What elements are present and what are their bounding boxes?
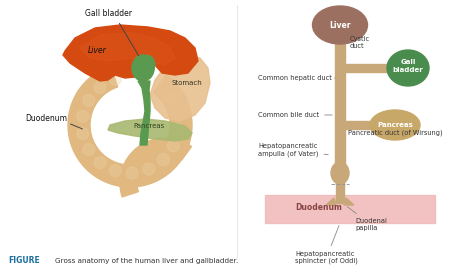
Text: Common bile duct: Common bile duct	[258, 112, 332, 118]
Text: Gall
bladder: Gall bladder	[392, 60, 423, 73]
Text: Pancreatic duct (of Wirsung): Pancreatic duct (of Wirsung)	[348, 130, 443, 136]
Circle shape	[126, 167, 138, 179]
Circle shape	[157, 154, 169, 166]
Polygon shape	[143, 55, 155, 78]
Circle shape	[170, 106, 182, 118]
Polygon shape	[108, 119, 192, 141]
Polygon shape	[80, 33, 175, 65]
Text: Pancreas: Pancreas	[377, 122, 413, 128]
Polygon shape	[63, 25, 198, 81]
Circle shape	[94, 81, 106, 93]
Circle shape	[94, 156, 106, 168]
Polygon shape	[68, 66, 192, 187]
Circle shape	[77, 111, 89, 122]
Polygon shape	[138, 81, 150, 145]
Ellipse shape	[132, 55, 154, 81]
Polygon shape	[120, 138, 191, 197]
Circle shape	[172, 123, 184, 135]
Circle shape	[109, 165, 121, 177]
Text: Hepatopancreatic
sphincter (of Oddi): Hepatopancreatic sphincter (of Oddi)	[295, 225, 358, 265]
Ellipse shape	[370, 110, 420, 140]
Polygon shape	[150, 55, 210, 121]
FancyBboxPatch shape	[265, 195, 435, 223]
Text: FIGURE: FIGURE	[8, 256, 40, 265]
Text: Duodenum: Duodenum	[25, 114, 67, 123]
Circle shape	[143, 163, 155, 175]
Circle shape	[109, 73, 121, 85]
Circle shape	[83, 94, 95, 106]
Text: Gall bladder: Gall bladder	[85, 9, 132, 18]
Text: Stomach: Stomach	[172, 80, 203, 86]
Text: Liver: Liver	[329, 20, 351, 29]
Ellipse shape	[331, 162, 349, 184]
Text: Hepatopancreatic
ampulla (of Vater): Hepatopancreatic ampulla (of Vater)	[258, 143, 328, 157]
Polygon shape	[326, 198, 336, 205]
Ellipse shape	[312, 6, 367, 44]
Circle shape	[83, 144, 95, 156]
Circle shape	[163, 91, 175, 103]
Text: Duodenal
papilla: Duodenal papilla	[347, 207, 387, 231]
Circle shape	[77, 127, 89, 140]
Circle shape	[167, 140, 179, 152]
Ellipse shape	[387, 50, 429, 86]
Text: Cystic
duct: Cystic duct	[350, 36, 370, 49]
Polygon shape	[344, 198, 354, 205]
Text: Liver: Liver	[88, 46, 107, 55]
Text: Common hepatic duct: Common hepatic duct	[258, 75, 335, 81]
Text: Duodenum: Duodenum	[295, 203, 342, 212]
Text: Gross anatomy of the human liver and gallbladder.: Gross anatomy of the human liver and gal…	[55, 258, 238, 264]
Text: Pancreas: Pancreas	[133, 123, 164, 129]
